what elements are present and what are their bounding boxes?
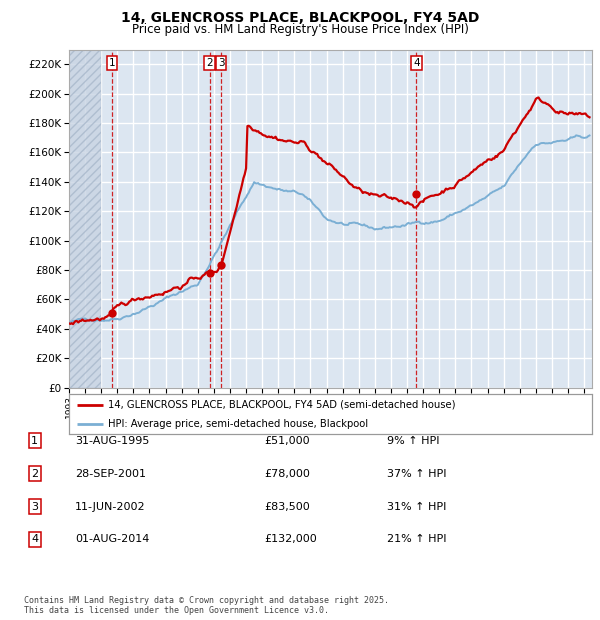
Text: 3: 3 <box>31 502 38 512</box>
Text: 1: 1 <box>31 436 38 446</box>
Text: HPI: Average price, semi-detached house, Blackpool: HPI: Average price, semi-detached house,… <box>108 419 368 429</box>
Text: 31-AUG-1995: 31-AUG-1995 <box>75 436 149 446</box>
Text: 14, GLENCROSS PLACE, BLACKPOOL, FY4 5AD (semi-detached house): 14, GLENCROSS PLACE, BLACKPOOL, FY4 5AD … <box>108 400 456 410</box>
Text: 4: 4 <box>31 534 38 544</box>
Text: 2: 2 <box>206 58 213 68</box>
Polygon shape <box>69 50 101 388</box>
Text: Price paid vs. HM Land Registry's House Price Index (HPI): Price paid vs. HM Land Registry's House … <box>131 23 469 36</box>
Text: 21% ↑ HPI: 21% ↑ HPI <box>387 534 446 544</box>
Text: £83,500: £83,500 <box>264 502 310 512</box>
Text: 9% ↑ HPI: 9% ↑ HPI <box>387 436 439 446</box>
Text: 01-AUG-2014: 01-AUG-2014 <box>75 534 149 544</box>
Text: £132,000: £132,000 <box>264 534 317 544</box>
Text: Contains HM Land Registry data © Crown copyright and database right 2025.
This d: Contains HM Land Registry data © Crown c… <box>24 596 389 615</box>
Text: 31% ↑ HPI: 31% ↑ HPI <box>387 502 446 512</box>
Text: 14, GLENCROSS PLACE, BLACKPOOL, FY4 5AD: 14, GLENCROSS PLACE, BLACKPOOL, FY4 5AD <box>121 11 479 25</box>
Text: 37% ↑ HPI: 37% ↑ HPI <box>387 469 446 479</box>
Text: £51,000: £51,000 <box>264 436 310 446</box>
Text: 2: 2 <box>31 469 38 479</box>
Text: 4: 4 <box>413 58 420 68</box>
Text: 28-SEP-2001: 28-SEP-2001 <box>75 469 146 479</box>
Text: 1: 1 <box>109 58 115 68</box>
Text: 11-JUN-2002: 11-JUN-2002 <box>75 502 146 512</box>
Text: £78,000: £78,000 <box>264 469 310 479</box>
Text: 3: 3 <box>218 58 224 68</box>
